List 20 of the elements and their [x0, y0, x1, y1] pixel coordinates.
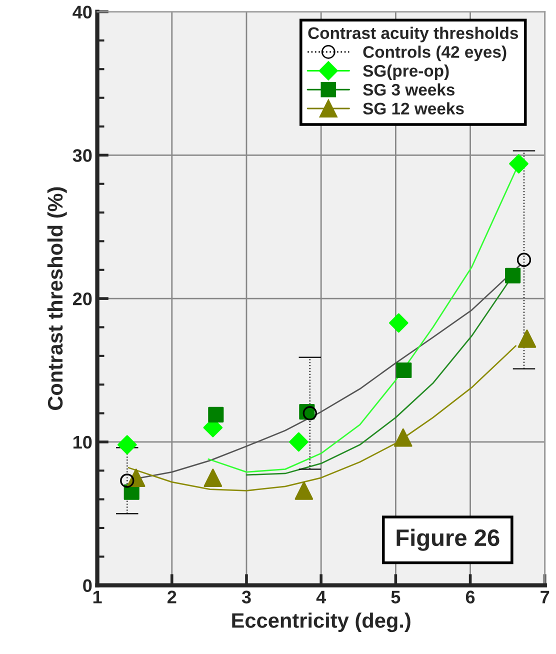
- x-tick-label: 2: [168, 590, 176, 604]
- y-tick-label: 30: [72, 149, 92, 162]
- x-tick-label: 4: [316, 590, 326, 604]
- y-tick-label: 10: [73, 436, 92, 449]
- x-tick-label: 1: [93, 590, 102, 604]
- x-axis-title: Eccentricity (deg.): [232, 612, 410, 632]
- legend-label: SG 12 weeks: [363, 102, 464, 114]
- y-tick-label: 0: [83, 579, 92, 592]
- x-tick-label: 5: [391, 590, 400, 604]
- y-tick-label: 40: [72, 6, 92, 18]
- y-tick-label: 20: [72, 292, 92, 306]
- x-tick-label: 6: [466, 590, 475, 604]
- legend-title: Contrast acuity thresholds: [308, 26, 518, 42]
- legend-label: SG(pre-op): [363, 64, 449, 80]
- legend-label: Controls (42 eyes): [363, 46, 506, 62]
- y-axis-title: Contrast threshold (%): [47, 187, 67, 410]
- x-tick-label: 3: [242, 590, 251, 604]
- x-tick-label: 7: [540, 590, 550, 604]
- legend-label: SG 3 weeks: [363, 83, 455, 96]
- annotation: Figure 26: [396, 528, 500, 551]
